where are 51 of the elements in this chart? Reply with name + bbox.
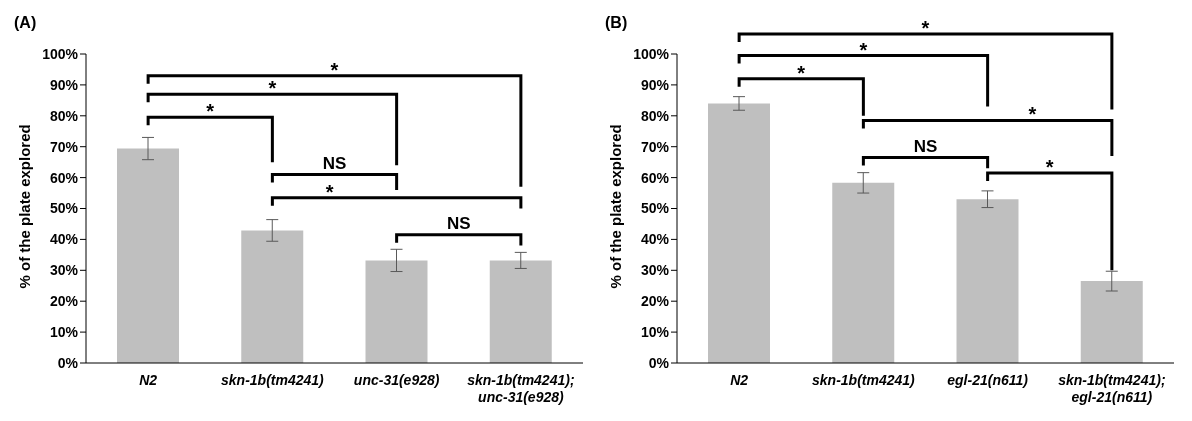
y-tick-label: 90% (49, 76, 79, 93)
bar (241, 230, 304, 363)
bar (365, 260, 428, 363)
annotation: * (1045, 155, 1054, 178)
x-tick-label: unc-31(e928) (353, 372, 440, 388)
chart-title: (B) (605, 14, 628, 31)
x-tick-label: skn-1b(tm4241) (812, 372, 916, 388)
chart-title: (A) (14, 14, 37, 31)
y-tick-label: 70% (49, 138, 79, 155)
y-tick-label: 20% (49, 293, 79, 310)
y-tick-label: 10% (640, 324, 670, 341)
y-tick-label: 40% (640, 231, 670, 248)
annotation: * (206, 100, 215, 123)
text: * (921, 16, 930, 39)
y-tick-label: 100% (42, 45, 79, 62)
annotation: * (1028, 103, 1037, 126)
annotation: NS (322, 153, 347, 173)
y-tick-label: 80% (640, 107, 670, 124)
y-tick-label: 30% (640, 262, 670, 279)
y-axis-title: % of the plate explored (607, 124, 625, 289)
annotation: NS (446, 213, 471, 233)
y-axis-title: % of the plate explored (16, 124, 34, 289)
annotation: * (330, 58, 339, 81)
annotation: * (325, 180, 334, 203)
annotation: NS (913, 136, 938, 156)
annotation: * (859, 38, 868, 61)
bar (1080, 281, 1143, 363)
y-tick-label: 50% (640, 200, 670, 217)
y-tick-label: 70% (640, 138, 670, 155)
annotation: * (797, 61, 806, 84)
x-tick-label: skn-1b(tm4241); unc-31(e928) (467, 372, 575, 405)
y-tick-label: 20% (640, 293, 670, 310)
y-tick-label: 50% (49, 200, 79, 217)
y-tick-label: 40% (49, 231, 79, 248)
x-tick-label: N2 (730, 372, 749, 388)
y-tick-label: 30% (49, 262, 79, 279)
x-tick-label: N2 (139, 372, 158, 388)
y-tick-label: 60% (49, 169, 79, 186)
y-tick-label: 60% (640, 169, 670, 186)
y-tick-label: 0% (648, 354, 670, 371)
bar (832, 182, 895, 363)
y-tick-label: 0% (57, 354, 79, 371)
y-tick-label: 80% (49, 107, 79, 124)
y-tick-label: 10% (49, 324, 79, 341)
x-tick-label: egl-21(n611) (947, 372, 1029, 388)
x-tick-label: skn-1b(tm4241); egl-21(n611) (1058, 372, 1166, 405)
y-tick-label: 100% (633, 45, 670, 62)
y-tick-label: 90% (640, 76, 670, 93)
x-tick-label: skn-1b(tm4241) (221, 372, 325, 388)
bar (489, 260, 552, 363)
annotation: * (268, 77, 277, 100)
